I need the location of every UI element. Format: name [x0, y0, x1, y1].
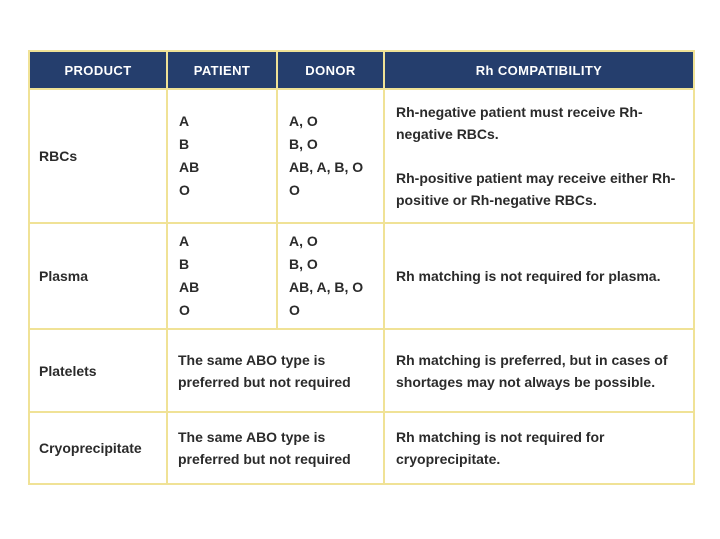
product-cell-platelets: Platelets [28, 328, 168, 413]
table-row-cryoprecipitate: Cryoprecipitate The same ABO type is pre… [28, 411, 695, 485]
donor-cell-rbcs: A, O B, O AB, A, B, O O [276, 88, 385, 224]
rh-cell-cryoprecipitate: Rh matching is not required for cryoprec… [383, 411, 695, 485]
donor-type: AB, A, B, O [289, 279, 364, 295]
donor-cell-plasma: A, O B, O AB, A, B, O O [276, 222, 385, 330]
donor-type: O [289, 182, 300, 198]
table-row-rbcs: RBCs A B AB O A, O B, O AB, A, B, O O [28, 88, 695, 224]
header-rh-compatibility: Rh COMPATIBILITY [383, 50, 695, 90]
shared-abo-cell-cryoprecipitate: The same ABO type is preferred but not r… [166, 411, 385, 485]
patient-type: AB [179, 159, 200, 175]
patient-cell-plasma: A B AB O [166, 222, 278, 330]
donor-type: A, O [289, 233, 318, 249]
compatibility-table-container: PRODUCT PATIENT DONOR Rh COMPATIBILITY R… [28, 50, 695, 485]
rh-cell-plasma: Rh matching is not required for plasma. [383, 222, 695, 330]
product-cell-plasma: Plasma [28, 222, 168, 330]
donor-type: AB, A, B, O [289, 159, 364, 175]
patient-cell-rbcs: A B AB O [166, 88, 278, 224]
table-row-plasma: Plasma A B AB O A, O B, O AB, A, B, O O [28, 222, 695, 330]
rh-note: Rh-negative patient must receive Rh-nega… [396, 104, 643, 142]
header-product: PRODUCT [28, 50, 168, 90]
patient-type: O [179, 182, 190, 198]
header-row: PRODUCT PATIENT DONOR Rh COMPATIBILITY [28, 50, 695, 90]
donor-type: B, O [289, 136, 318, 152]
rh-note: Rh matching is not required for plasma. [396, 268, 661, 284]
blood-compatibility-table: PRODUCT PATIENT DONOR Rh COMPATIBILITY R… [28, 50, 695, 485]
patient-type: A [179, 113, 190, 129]
patient-type: AB [179, 279, 200, 295]
rh-note: Rh matching is not required for cryoprec… [396, 429, 605, 467]
donor-type: A, O [289, 113, 318, 129]
rh-cell-rbcs: Rh-negative patient must receive Rh-nega… [383, 88, 695, 224]
table-row-platelets: Platelets The same ABO type is preferred… [28, 328, 695, 413]
donor-type: O [289, 302, 300, 318]
donor-type: B, O [289, 256, 318, 272]
product-cell-cryoprecipitate: Cryoprecipitate [28, 411, 168, 485]
shared-abo-cell-platelets: The same ABO type is preferred but not r… [166, 328, 385, 413]
rh-cell-platelets: Rh matching is preferred, but in cases o… [383, 328, 695, 413]
patient-type: B [179, 256, 190, 272]
rh-note: Rh matching is preferred, but in cases o… [396, 351, 668, 390]
patient-type: B [179, 136, 190, 152]
header-donor: DONOR [276, 50, 385, 90]
header-patient: PATIENT [166, 50, 278, 90]
patient-type: A [179, 233, 190, 249]
patient-type: O [179, 302, 190, 318]
rh-note: Rh-positive patient may receive either R… [396, 170, 676, 208]
product-cell-rbcs: RBCs [28, 88, 168, 224]
